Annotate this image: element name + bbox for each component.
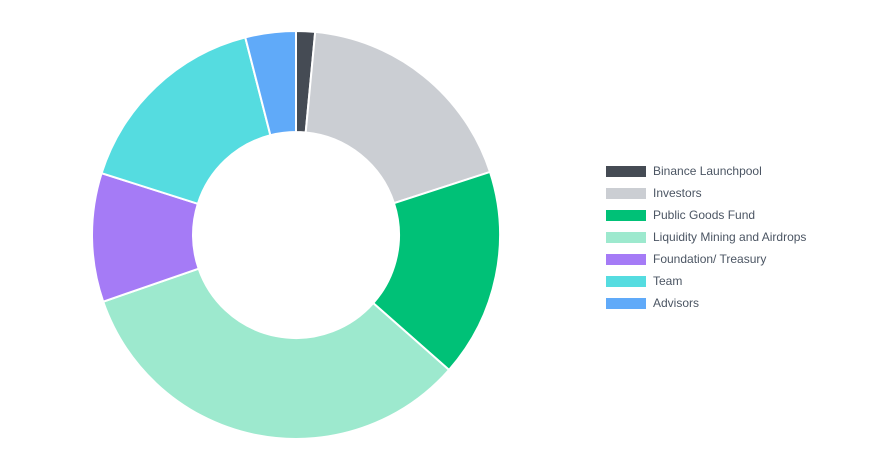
legend-label: Public Goods Fund [653,208,756,222]
legend-item-advisors[interactable]: Advisors [606,292,806,314]
chart-legend: Binance Launchpool Investors Public Goods … [606,160,806,314]
slice-liquidity-mining-and-airdrops[interactable] [101,267,451,440]
legend-label: Binance Launchpool [653,164,762,178]
legend-item-binance-launchpool[interactable]: Binance Launchpool [606,160,806,182]
slice-public-goods-fund[interactable] [371,170,501,372]
slice-team[interactable] [100,36,272,206]
legend-swatch [606,209,646,221]
legend-item-team[interactable]: Team [606,270,806,292]
legend-label: Advisors [653,296,700,310]
legend-label: Investors [653,186,702,200]
legend-swatch [606,275,646,287]
legend-label: Team [653,274,683,288]
legend-item-investors[interactable]: Investors [606,182,806,204]
legend-item-public-goods-fund[interactable]: Public Goods Fund [606,204,806,226]
legend-item-liquidity-mining-and-airdrops[interactable]: Liquidity Mining and Airdrops [606,226,806,248]
legend-swatch [606,253,646,265]
slice-advisors[interactable] [244,29,297,137]
legend-item-foundation-treasury[interactable]: Foundation/ Treasury [606,248,806,270]
legend-swatch [606,165,646,177]
legend-label: Foundation/ Treasury [653,252,767,266]
legend-swatch [606,187,646,199]
legend-swatch [606,231,646,243]
legend-label: Liquidity Mining and Airdrops [653,230,807,244]
slice-investors[interactable] [304,30,492,205]
legend-swatch [606,297,646,309]
